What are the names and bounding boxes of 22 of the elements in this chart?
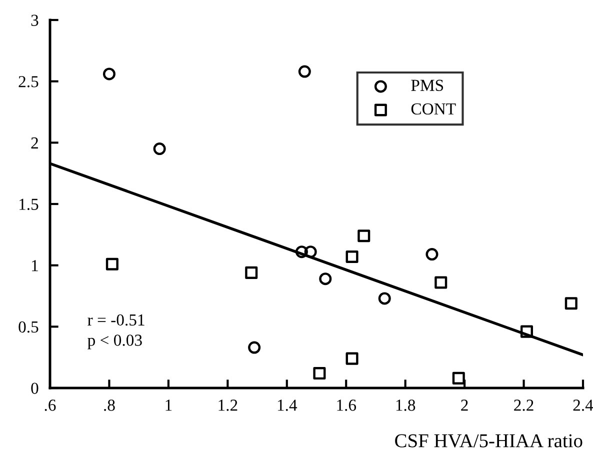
y-tick-label: 0 xyxy=(31,382,38,394)
x-tick-label: 1.4 xyxy=(278,400,298,411)
x-axis-title: CSF HVA/5-HIAA ratio xyxy=(395,434,582,448)
y-tick-label: 2 xyxy=(31,137,38,148)
y-tick-label: 0.5 xyxy=(18,321,38,333)
x-tick-label: 2 xyxy=(461,400,468,411)
x-tick-label: .8 xyxy=(104,400,115,411)
x-tick-label: 1 xyxy=(166,400,172,411)
y-tick-label: 1 xyxy=(32,260,38,272)
x-tick-label: 1.8 xyxy=(396,400,416,411)
x-tick-label: 1.2 xyxy=(218,400,238,411)
x-tick-label: .6 xyxy=(44,400,56,411)
legend-label: CONT xyxy=(411,103,456,115)
y-tick-label: 2.5 xyxy=(18,76,38,88)
annotation: p < 0.03 xyxy=(88,334,142,350)
x-tick-label: 2.4 xyxy=(573,400,593,411)
y-tick-label: 3 xyxy=(31,14,38,26)
x-tick-label: 2.2 xyxy=(514,400,534,411)
y-tick-label: 1.5 xyxy=(20,198,38,210)
x-tick-label: 1.6 xyxy=(337,400,356,411)
annotation: r = -0.51 xyxy=(88,314,144,326)
legend-label: PMS xyxy=(411,80,444,91)
